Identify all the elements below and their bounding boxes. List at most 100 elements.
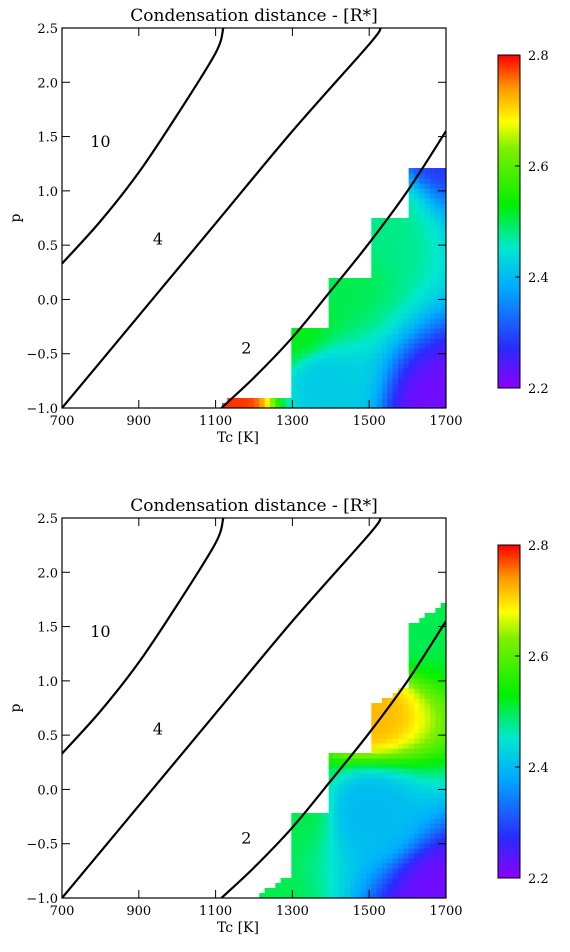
heatmap-cell bbox=[435, 743, 442, 749]
heatmap-cell bbox=[430, 768, 436, 774]
heatmap-cell bbox=[435, 343, 442, 349]
heatmap-cell bbox=[430, 728, 436, 734]
heatmap-cell bbox=[430, 698, 436, 704]
heatmap-cell bbox=[334, 318, 340, 324]
heatmap-cell bbox=[435, 643, 442, 649]
heatmap-cell bbox=[302, 343, 308, 349]
heatmap-cell bbox=[419, 313, 426, 319]
heatmap-cell bbox=[440, 793, 446, 799]
heatmap-cell bbox=[414, 388, 420, 394]
heatmap-cell bbox=[371, 248, 378, 254]
heatmap-cell bbox=[419, 688, 426, 694]
heatmap-cell bbox=[323, 853, 330, 859]
heatmap-cell bbox=[419, 198, 426, 204]
heatmap-cell bbox=[371, 268, 378, 274]
heatmap-cell bbox=[435, 798, 442, 804]
heatmap-cell bbox=[408, 388, 415, 394]
heatmap-cell bbox=[280, 893, 287, 898]
heatmap-cell bbox=[387, 383, 394, 389]
heatmap-cell bbox=[339, 843, 346, 849]
heatmap-cell bbox=[360, 798, 367, 804]
heatmap-cell bbox=[302, 353, 308, 359]
heatmap-cell bbox=[424, 273, 431, 279]
heatmap-cell bbox=[414, 678, 420, 684]
heatmap-cell bbox=[440, 778, 446, 784]
heatmap-cell bbox=[424, 663, 431, 669]
heatmap-cell bbox=[376, 778, 383, 784]
heatmap-cell bbox=[382, 808, 388, 814]
heatmap-cell bbox=[382, 223, 388, 229]
heatmap-cell bbox=[376, 238, 383, 244]
heatmap-cell bbox=[376, 383, 383, 389]
heatmap-cell bbox=[435, 803, 442, 809]
heatmap-cell bbox=[435, 668, 442, 674]
heatmap-cell bbox=[350, 888, 356, 894]
heatmap-cell bbox=[360, 318, 367, 324]
heatmap-cell bbox=[430, 403, 436, 408]
heatmap-cell bbox=[344, 768, 351, 774]
heatmap-cell bbox=[366, 763, 372, 769]
heatmap-cell bbox=[435, 708, 442, 714]
heatmap-cell bbox=[414, 743, 420, 749]
heatmap-cell bbox=[344, 863, 351, 869]
heatmap-cell bbox=[344, 328, 351, 334]
heatmap-cell bbox=[382, 258, 388, 264]
heatmap-cell bbox=[435, 733, 442, 739]
heatmap-cell bbox=[414, 188, 420, 194]
heatmap-cell bbox=[435, 193, 442, 199]
heatmap-cell bbox=[430, 643, 436, 649]
heatmap-cell bbox=[318, 883, 324, 889]
heatmap-cell bbox=[376, 403, 383, 408]
heatmap-cell bbox=[376, 338, 383, 344]
heatmap-cell bbox=[376, 808, 383, 814]
heatmap-cell bbox=[440, 668, 446, 674]
heatmap-cell bbox=[398, 288, 404, 294]
heatmap-cell bbox=[344, 318, 351, 324]
heatmap-cell bbox=[419, 363, 426, 369]
heatmap-cell bbox=[408, 373, 415, 379]
heatmap-cell bbox=[318, 843, 324, 849]
heatmap-cell bbox=[334, 818, 340, 824]
heatmap-cell bbox=[440, 648, 446, 654]
heatmap-cell bbox=[291, 868, 298, 874]
heatmap-cell bbox=[328, 393, 335, 399]
heatmap-cell bbox=[360, 768, 367, 774]
heatmap-cell bbox=[424, 183, 431, 189]
heatmap-cell bbox=[440, 348, 446, 354]
heatmap-cell bbox=[264, 893, 271, 898]
heatmap-cell bbox=[430, 218, 436, 224]
heatmap-cell bbox=[408, 758, 415, 764]
heatmap-cell bbox=[440, 233, 446, 239]
heatmap-cell bbox=[382, 248, 388, 254]
heatmap-cell bbox=[424, 713, 431, 719]
heatmap-cell bbox=[344, 873, 351, 879]
heatmap-cell bbox=[339, 293, 346, 299]
heatmap-cell bbox=[408, 308, 415, 314]
heatmap-cell bbox=[307, 328, 314, 334]
heatmap-cell bbox=[419, 268, 426, 274]
heatmap-cell bbox=[408, 338, 415, 344]
heatmap-cell bbox=[376, 313, 383, 319]
heatmap-cell bbox=[307, 358, 314, 364]
heatmap-cell bbox=[392, 273, 399, 279]
heatmap-cell bbox=[430, 708, 436, 714]
heatmap-cell bbox=[430, 858, 436, 864]
heatmap-cell bbox=[414, 648, 420, 654]
heatmap-cell bbox=[371, 238, 378, 244]
x-tick-label: 1300 bbox=[276, 904, 309, 919]
heatmap-cell bbox=[312, 343, 319, 349]
heatmap-cell bbox=[291, 373, 298, 379]
heatmap-cell bbox=[398, 723, 404, 729]
heatmap-cell bbox=[392, 738, 399, 744]
heatmap-cell bbox=[430, 823, 436, 829]
heatmap-cell bbox=[355, 343, 362, 349]
heatmap-cell bbox=[334, 768, 340, 774]
heatmap-cell bbox=[371, 368, 378, 374]
heatmap-cell bbox=[424, 888, 431, 894]
heatmap-cell bbox=[424, 813, 431, 819]
heatmap-cell bbox=[392, 248, 399, 254]
heatmap-cell bbox=[430, 263, 436, 269]
heatmap-cell bbox=[440, 688, 446, 694]
heatmap-cell bbox=[387, 828, 394, 834]
